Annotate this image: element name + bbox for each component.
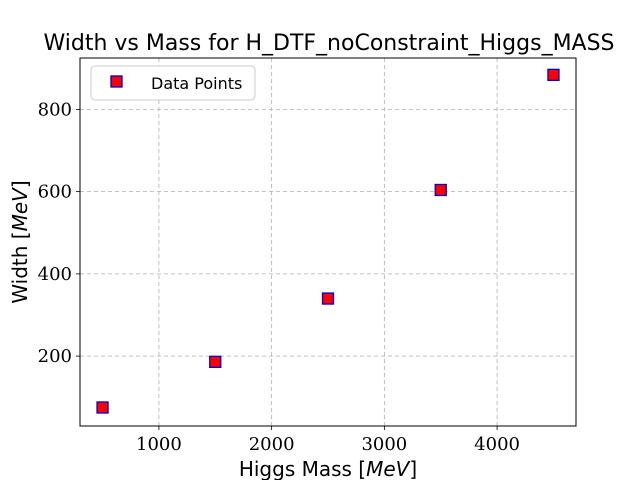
data-point <box>547 68 560 82</box>
y-tick-label: 600 <box>38 182 72 203</box>
y-axis-label: Width [MeV] <box>8 180 32 303</box>
grid-lines <box>80 58 576 426</box>
legend-label: Data Points <box>151 74 242 93</box>
x-tick-label: 2000 <box>249 434 295 455</box>
data-point <box>209 355 222 369</box>
chart-title: Width vs Mass for H_DTF_noConstraint_Hig… <box>43 31 614 56</box>
plot-area <box>79 57 577 427</box>
data-point <box>96 401 109 414</box>
x-tick-label: 1000 <box>136 434 182 455</box>
y-tick-label: 800 <box>38 99 72 120</box>
data-point <box>434 183 447 197</box>
x-axis-label: Higgs Mass [MeV] <box>239 457 417 480</box>
y-tick-label: 400 <box>38 264 72 285</box>
legend-box <box>90 65 256 101</box>
x-tick-label: 3000 <box>361 434 407 455</box>
y-tick-label: 200 <box>38 346 72 367</box>
x-tick-label: 4000 <box>474 434 520 455</box>
axis-tick-labels: 1000 2000 3000 4000 200 400 600 800 <box>38 99 520 455</box>
data-points <box>96 68 560 414</box>
legend-marker-square <box>110 75 123 88</box>
legend: Data Points <box>90 65 256 101</box>
data-point <box>321 292 335 305</box>
axis-ticks <box>76 108 498 430</box>
